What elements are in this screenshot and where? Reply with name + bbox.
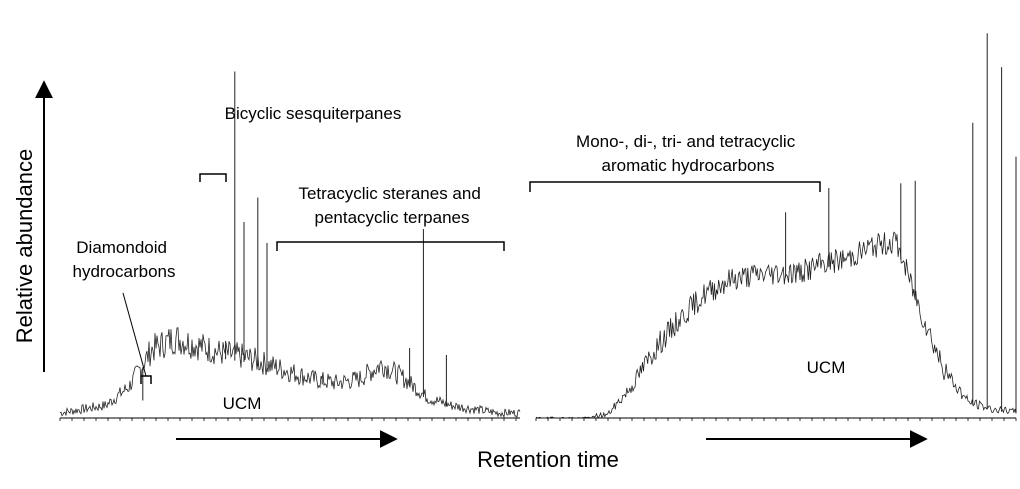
steranes-label-line-1: Tetracyclic steranes and bbox=[298, 184, 480, 203]
steranes-label-line-2: pentacyclic terpanes bbox=[315, 208, 470, 227]
steranes-label: Tetracyclic steranes and pentacyclic ter… bbox=[298, 184, 485, 227]
diamondoid-label: Diamondoid hydrocarbons bbox=[72, 238, 175, 281]
y-axis-label: Relative abundance bbox=[12, 149, 37, 343]
aromatics-label-line-2: aromatic hydrocarbons bbox=[602, 156, 775, 175]
bicyclic-bracket bbox=[199, 173, 227, 182]
x-axis-label: Retention time bbox=[477, 447, 619, 472]
left-chromatogram-peaks bbox=[142, 71, 447, 407]
right-chromatogram-trace bbox=[535, 231, 1017, 419]
aromatics-label: Mono-, di-, tri- and tetracyclic aromati… bbox=[576, 132, 800, 175]
diamondoid-label-line-2: hydrocarbons bbox=[72, 262, 175, 281]
left-ucm-label: UCM bbox=[223, 394, 262, 413]
left-x-axis-ticks bbox=[59, 418, 517, 421]
steranes-bracket bbox=[276, 241, 505, 251]
diamondoid-pointer bbox=[122, 292, 147, 377]
right-ucm-label: UCM bbox=[807, 358, 846, 377]
aromatics-bracket bbox=[529, 181, 821, 192]
aromatics-label-line-1: Mono-, di-, tri- and tetracyclic bbox=[576, 132, 796, 151]
left-chromatogram-panel: Diamondoid hydrocarbons Bicyclic sesquit… bbox=[59, 71, 521, 448]
left-chromatogram-trace bbox=[59, 327, 521, 419]
right-chromatogram-peaks bbox=[785, 33, 1017, 414]
right-x-axis-ticks bbox=[535, 418, 1017, 421]
diamondoid-label-line-1: Diamondoid bbox=[76, 238, 167, 257]
bicyclic-label: Bicyclic sesquiterpanes bbox=[225, 104, 402, 123]
right-chromatogram-panel: Mono-, di-, tri- and tetracyclic aromati… bbox=[529, 33, 1017, 448]
